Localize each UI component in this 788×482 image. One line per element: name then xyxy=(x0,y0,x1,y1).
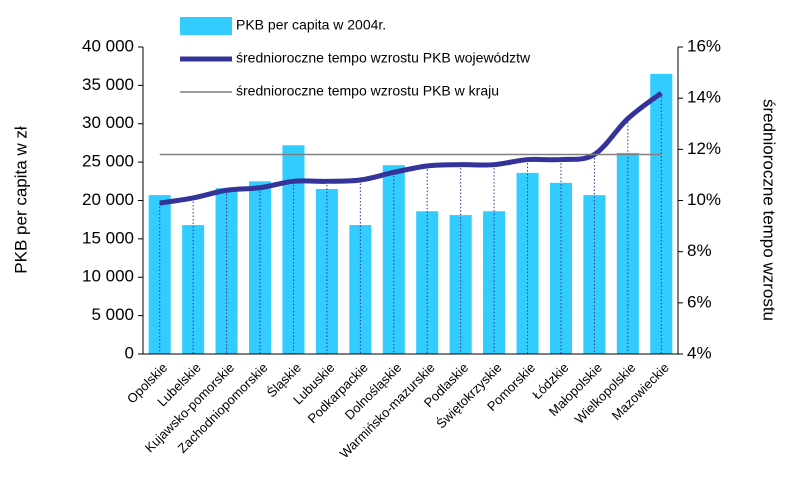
y2-tick-label: 6% xyxy=(687,292,712,311)
bar xyxy=(248,181,272,354)
y-axis-title: PKB per capita w zł xyxy=(11,126,30,274)
bar xyxy=(483,211,506,354)
y-tick-label: 40 000 xyxy=(82,36,134,55)
y2-tick-label: 10% xyxy=(687,190,721,209)
y-tick-label: 35 000 xyxy=(82,75,134,94)
y-tick-label: 25 000 xyxy=(82,152,134,171)
y-tick-label: 20 000 xyxy=(82,190,134,209)
bar xyxy=(148,195,171,354)
bar xyxy=(516,172,539,354)
y2-tick-label: 4% xyxy=(687,343,712,362)
y-tick-label: 0 xyxy=(125,343,134,362)
bar xyxy=(616,152,639,354)
y2-axis-title: średnioroczne tempo wzrostu xyxy=(760,99,779,321)
legend-swatch xyxy=(180,17,232,35)
bar xyxy=(382,165,405,354)
bar xyxy=(650,73,673,355)
y2-tick-label: 16% xyxy=(687,36,721,55)
y-tick-label: 30 000 xyxy=(82,113,134,132)
legend-label: PKB per capita w 2004r. xyxy=(236,17,386,33)
y-tick-label: 15 000 xyxy=(82,228,134,247)
y-tick-label: 5 000 xyxy=(91,305,134,324)
bar xyxy=(282,145,305,354)
bar xyxy=(315,188,338,354)
y-tick-label: 10 000 xyxy=(82,267,134,286)
y2-tick-label: 12% xyxy=(687,139,721,158)
line xyxy=(159,91,663,206)
legend-label: średnioroczne tempo wzrostu PKB wojewódz… xyxy=(236,50,531,66)
y2-tick-label: 8% xyxy=(687,241,712,260)
legend-label: średnioroczne tempo wzrostu PKB w kraju xyxy=(236,83,499,99)
y2-tick-label: 14% xyxy=(687,88,721,107)
